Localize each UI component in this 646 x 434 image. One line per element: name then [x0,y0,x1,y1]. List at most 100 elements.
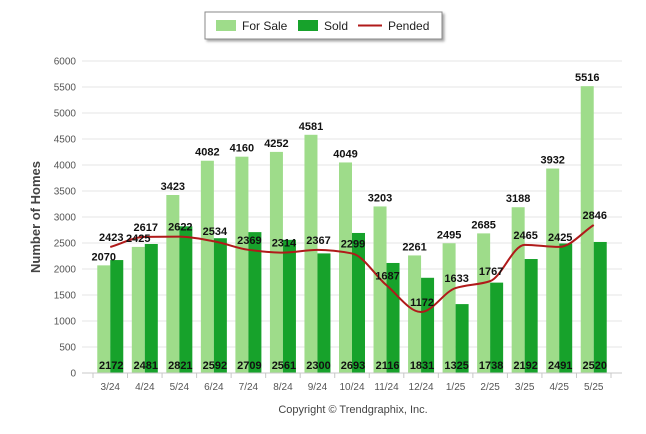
label-sold-10-24: 2693 [341,360,365,372]
bar-sold-6-24 [213,238,227,373]
pended-line-path [109,224,595,314]
label-pended-8-24: 2314 [272,238,297,250]
label-sold-9-24: 2300 [306,360,330,372]
legend-label-sold: Sold [324,19,348,33]
label-sold-4-25: 2491 [548,360,572,372]
y-tick-label-2000: 2000 [54,265,77,276]
bar-sold-10-24 [352,232,365,373]
pended-line [109,224,595,314]
bar-for-sale-8-24 [269,151,283,373]
label-pended-9-24: 2367 [306,235,330,247]
label-for-sale-9-24: 4581 [299,121,323,133]
y-tick-label-0: 0 [70,369,76,380]
y-axis: 0 500 1000 1500 2000 2500 3000 3500 4000 4500 5000… [54,57,77,380]
bars [97,86,607,373]
x-tick-label-10-24: 10/24 [339,382,364,393]
label-sold-7-24: 2709 [237,360,261,372]
bar-sold-5-24 [179,226,193,373]
label-sold-4-24: 2481 [134,360,158,372]
bar-for-sale-4-24 [131,246,145,373]
label-pended-5-25: 2846 [582,210,606,222]
bar-sold-5-25 [593,241,607,373]
bar-for-sale-2-25 [477,233,491,373]
x-axis: 3/24 4/24 5/24 6/24 7/24 8/24 9/24 10/24 11/24 12… [82,372,622,393]
label-pended-2-25: 1767 [479,266,503,278]
x-tick-label-8-24: 8/24 [273,382,293,393]
label-sold-8-24: 2561 [272,360,296,372]
label-pended-7-24: 2369 [237,235,261,247]
label-sold-2-25: 1738 [479,360,503,372]
x-tick-label-1-25: 1/25 [446,382,466,393]
label-for-sale-1-25: 2495 [437,229,461,241]
bar-sold-3-24 [110,260,124,373]
y-tick-label-3500: 3500 [54,187,77,198]
label-for-sale-2-25: 2685 [471,219,495,231]
bar-sold-2-25 [490,282,504,373]
bar-sold-4-25 [559,243,573,373]
bar-sold-1-25 [455,304,469,373]
label-sold-11-24: 2116 [376,360,400,372]
bar-sold-11-24 [386,262,400,373]
label-for-sale-8-24: 4252 [264,138,288,150]
label-for-sale-12-24: 2261 [402,241,426,253]
label-sold-5-24: 2821 [168,360,192,372]
label-sold-1-25: 1325 [444,360,468,372]
label-pended-11-24: 1687 [375,270,399,282]
x-tick-label-9-24: 9/24 [308,382,328,393]
bar-for-sale-7-24 [235,156,249,373]
label-pended-3-24: 2423 [99,232,123,244]
x-tick-label-3-25: 3/25 [515,382,535,393]
y-tick-label-4500: 4500 [54,135,77,146]
label-pended-6-24: 2534 [203,226,228,238]
label-for-sale-6-24: 4082 [195,147,219,159]
bar-sold-7-24 [248,232,262,373]
legend-label-pended: Pended [388,19,429,33]
label-for-sale-11-24: 3203 [368,192,392,204]
bar-for-sale-4-25 [546,168,560,373]
label-for-sale-5-24: 3423 [161,181,185,193]
x-tick-label-2-25: 2/25 [480,382,500,393]
label-pended-12-24: 1172 [410,297,434,309]
copyright-text: Copyright © Trendgraphix, Inc. [278,404,427,416]
y-tick-label-5000: 5000 [54,109,77,120]
label-for-sale-7-24: 4160 [230,143,254,155]
label-for-sale-4-25: 3932 [540,155,564,167]
bar-for-sale-12-24 [408,255,422,373]
y-axis-title: Number of Homes [28,161,43,273]
y-tick-label-1000: 1000 [54,317,77,328]
bar-for-sale-9-24 [304,134,318,373]
y-tick-label-5500: 5500 [54,83,77,94]
x-tick-label-3-24: 3/24 [101,382,121,393]
x-tick-label-5-24: 5/24 [170,382,190,393]
bar-sold-3-25 [524,259,538,373]
bar-for-sale-3-24 [97,265,111,373]
bar-sold-12-24 [421,277,435,373]
x-tick-label-7-24: 7/24 [239,382,259,393]
x-tick-label-11-24: 11/24 [374,382,399,393]
label-pended-4-25: 2425 [548,232,572,244]
legend-swatch-for-sale [216,20,236,31]
bar-for-sale-5-24 [166,195,180,373]
x-tick-label-6-24: 6/24 [204,382,224,393]
x-tick-label-12-24: 12/24 [409,382,434,393]
bar-for-sale-3-25 [511,207,525,373]
label-for-sale-10-24: 4049 [333,148,357,160]
legend-box [204,11,443,40]
label-sold-3-24: 2172 [99,360,123,372]
y-tick-label-4000: 4000 [54,161,77,172]
bar-sold-8-24 [282,239,296,373]
y-tick-label-500: 500 [59,343,76,354]
label-pended-5-24: 2622 [168,222,192,234]
bar-for-sale-1-25 [442,243,456,373]
y-tick-label-6000: 6000 [54,57,77,68]
bar-sold-4-24 [144,243,158,373]
label-for-sale-3-24: 2070 [92,251,116,263]
legend-label-for-sale: For Sale [242,19,288,33]
label-for-sale-4-24: 2425 [126,233,150,245]
y-tick-label-3000: 3000 [54,213,77,224]
x-tick-label-4-25: 4/25 [549,382,569,393]
label-sold-5-25: 2520 [582,360,606,372]
bar-for-sale-11-24 [373,206,387,373]
